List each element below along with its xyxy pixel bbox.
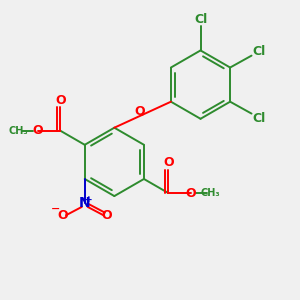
Text: O: O	[102, 209, 112, 222]
Text: O: O	[185, 187, 196, 200]
Text: CH₃: CH₃	[8, 126, 28, 136]
Text: O: O	[134, 105, 145, 118]
Text: O: O	[163, 156, 174, 169]
Text: +: +	[85, 195, 93, 204]
Text: −: −	[51, 204, 61, 214]
Text: Cl: Cl	[252, 112, 266, 124]
Text: N: N	[79, 196, 91, 210]
Text: Cl: Cl	[194, 13, 207, 26]
Text: O: O	[33, 124, 43, 137]
Text: CH₃: CH₃	[201, 188, 220, 198]
Text: O: O	[55, 94, 66, 106]
Text: O: O	[57, 209, 68, 222]
Text: Cl: Cl	[252, 45, 266, 58]
